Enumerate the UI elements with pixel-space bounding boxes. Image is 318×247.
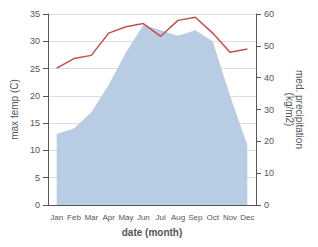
- svg-text:Jan: Jan: [50, 213, 63, 222]
- svg-text:20: 20: [30, 91, 40, 101]
- svg-text:Feb: Feb: [67, 213, 81, 222]
- svg-text:0: 0: [264, 200, 269, 210]
- svg-text:Aug: Aug: [171, 213, 185, 222]
- svg-text:30: 30: [264, 105, 274, 115]
- svg-text:10: 10: [30, 145, 40, 155]
- svg-text:25: 25: [30, 64, 40, 74]
- svg-text:May: May: [118, 213, 133, 222]
- svg-text:Jul: Jul: [156, 213, 166, 222]
- svg-text:Jun: Jun: [137, 213, 150, 222]
- svg-text:15: 15: [30, 118, 40, 128]
- svg-text:40: 40: [264, 73, 274, 83]
- svg-text:date (month): date (month): [122, 227, 183, 238]
- svg-text:Sep: Sep: [188, 213, 203, 222]
- svg-text:max temp (C): max temp (C): [9, 79, 20, 140]
- svg-text:35: 35: [30, 9, 40, 19]
- svg-text:med. precipitation: med. precipitation: [294, 70, 306, 149]
- svg-text:Dec: Dec: [240, 213, 254, 222]
- svg-text:Apr: Apr: [102, 213, 115, 222]
- svg-text:Oct: Oct: [206, 213, 219, 222]
- svg-text:(kg/m2): (kg/m2): [284, 93, 295, 127]
- svg-text:10: 10: [264, 168, 274, 178]
- svg-text:20: 20: [264, 136, 274, 146]
- svg-text:0: 0: [35, 200, 40, 210]
- svg-text:Nov: Nov: [223, 213, 237, 222]
- svg-text:30: 30: [30, 36, 40, 46]
- svg-text:50: 50: [264, 41, 274, 51]
- svg-text:5: 5: [35, 173, 40, 183]
- svg-text:Mar: Mar: [84, 213, 98, 222]
- svg-text:60: 60: [264, 9, 274, 19]
